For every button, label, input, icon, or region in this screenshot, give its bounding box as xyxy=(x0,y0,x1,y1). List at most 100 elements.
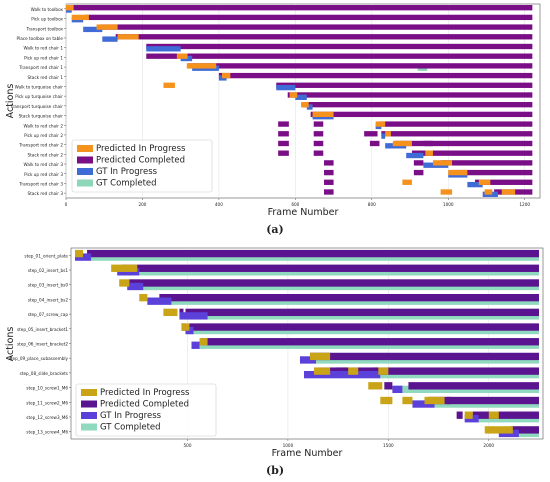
bar-predicted-in-progress-6 xyxy=(199,338,208,346)
bar-predicted-completed-2 xyxy=(129,279,539,287)
x-tick-label-1: 1000 xyxy=(283,443,294,448)
bar-predicted-completed-16 xyxy=(440,160,533,166)
bar-predicted-in-progress-7 xyxy=(310,352,331,361)
y-tick-label-11: step_12_screw3_M6 xyxy=(26,415,68,420)
legend-label-0: Predicted In Progress xyxy=(100,388,190,398)
bar-predicted-in-progress-8 xyxy=(289,92,298,98)
bar-predicted-in-progress-12 xyxy=(380,396,393,405)
bar-predicted-in-progress-2 xyxy=(119,279,130,287)
y-tick-label-15: Stack red chair 2 xyxy=(27,152,63,157)
bar-predicted-completed-5 xyxy=(146,53,533,59)
legend-swatch-0 xyxy=(77,145,93,152)
bar-predicted-in-progress-21 xyxy=(484,189,493,195)
bar-predicted-in-progress-17 xyxy=(484,426,513,434)
y-tick-label-1: step_02_insert_bs1 xyxy=(28,268,68,273)
bar-predicted-in-progress-11 xyxy=(375,121,386,127)
legend-swatch-3 xyxy=(77,179,93,187)
bar-predicted-completed-37 xyxy=(413,169,424,176)
legend-box xyxy=(75,383,217,437)
y-tick-label-6: Transport red chair 1 xyxy=(18,65,63,70)
legend-a: Predicted In Progress Predicted Completed… xyxy=(71,139,213,193)
bar-gt-in-progress-3 xyxy=(147,297,172,305)
y-tick-labels-b: step_01_orient_plate step_02_insert_bs1st… xyxy=(9,253,71,435)
bar-predicted-in-progress-19 xyxy=(402,179,412,185)
bar-predicted-completed-11 xyxy=(310,111,533,118)
x-tick-label-6: 1200 xyxy=(519,202,530,207)
x-tick-labels-a: 0 200 400 600 800 1000 1200 xyxy=(65,198,530,207)
bar-predicted-completed-14 xyxy=(394,140,533,147)
legend-label-3: GT Completed xyxy=(96,179,157,189)
bar-predicted-in-progress-16 xyxy=(488,411,499,419)
y-tick-label-12: Walk to red chair 2 xyxy=(24,123,64,128)
y-tick-label-7: step_09_place_subassembly xyxy=(9,356,69,361)
y-tick-label-8: Walk to turquoise chair xyxy=(15,84,64,89)
bar-predicted-completed-9 xyxy=(287,92,533,98)
bar-gt-in-progress-9 xyxy=(392,385,403,394)
bar-gt-in-progress-10 xyxy=(306,104,313,110)
bar-predicted-completed-23 xyxy=(278,150,289,156)
y-tick-label-0: step_01_orient_plate xyxy=(24,253,68,258)
bar-predicted-in-progress-3 xyxy=(139,293,148,302)
legend-swatch-3 xyxy=(81,423,97,431)
x-tick-labels-b: 500 1000 1500 2000 xyxy=(183,439,494,448)
y-tick-label-2: Transport toolbox xyxy=(26,26,64,31)
legend-swatch-1 xyxy=(77,156,93,164)
y-tick-label-3: Place toolbox on table xyxy=(17,36,64,41)
bar-predicted-in-progress-9 xyxy=(301,102,309,108)
x-tick-label-0: 0 xyxy=(65,202,68,207)
legend-swatch-2 xyxy=(77,168,93,175)
y-tick-label-10: step_11_screw2_M6 xyxy=(26,400,68,405)
bar-predicted-completed-9 xyxy=(408,382,539,390)
bar-predicted-completed-12 xyxy=(379,121,533,127)
bar-predicted-completed-6 xyxy=(188,63,533,69)
y-tick-label-5: step_05_insert_bracket1 xyxy=(17,327,68,332)
bar-predicted-completed-26 xyxy=(313,140,324,147)
bar-predicted-completed-36 xyxy=(413,160,424,166)
bar-predicted-in-progress-10 xyxy=(378,367,389,375)
x-tick-label-4: 800 xyxy=(368,202,376,207)
chart-a: Walk to toolbox Pick up toolbox Transport … xyxy=(5,3,541,218)
y-tick-label-1: Pick up toolbox xyxy=(31,17,63,22)
y-tick-label-12: step_13_screw4_M6 xyxy=(26,430,68,435)
bar-predicted-completed-1 xyxy=(85,14,533,21)
bar-predicted-in-progress-7 xyxy=(163,82,175,88)
bar-predicted-completed-15 xyxy=(417,150,533,156)
bar-predicted-completed-5 xyxy=(189,323,539,331)
legend-swatch-0 xyxy=(81,389,97,396)
legend-label-1: Predicted Completed xyxy=(100,400,189,410)
bar-predicted-completed-4 xyxy=(185,308,539,317)
bar-predicted-completed-21 xyxy=(278,131,289,137)
legend-box xyxy=(71,139,213,193)
bar-predicted-completed-18 xyxy=(446,396,451,405)
y-tick-label-11: Stack turquoise chair xyxy=(19,114,64,119)
legend-swatch-2 xyxy=(81,412,97,419)
x-tick-label-3: 2000 xyxy=(483,443,494,448)
bar-predicted-completed-22 xyxy=(278,140,289,147)
bar-gt-in-progress-7 xyxy=(299,356,317,364)
bar-predicted-in-progress-13 xyxy=(392,140,412,147)
bar-predicted-completed-0 xyxy=(71,5,533,11)
bar-predicted-completed-25 xyxy=(313,131,324,137)
y-tick-label-18: Transport red chair 3 xyxy=(18,181,63,186)
y-axis-label-b: Actions xyxy=(5,327,16,362)
bar-predicted-in-progress-12 xyxy=(385,131,391,137)
legend-label-2: GT In Progress xyxy=(96,167,158,177)
bar-predicted-completed-2 xyxy=(100,24,533,30)
bar-predicted-in-progress-4 xyxy=(176,53,188,59)
bar-predicted-completed-12 xyxy=(510,426,539,434)
bar-predicted-completed-31 xyxy=(324,189,334,195)
x-tick-label-3: 600 xyxy=(291,202,299,207)
bars-a xyxy=(66,5,533,197)
bars-b xyxy=(75,249,539,438)
bar-predicted-in-progress-17 xyxy=(478,179,491,185)
x-axis-label-a: Frame Number xyxy=(268,207,339,218)
y-tick-label-9: Pick up turquoise chair xyxy=(15,94,63,99)
x-tick-label-5: 1000 xyxy=(443,202,454,207)
x-axis-label-b: Frame Number xyxy=(272,448,343,459)
y-tick-label-3: step_04_insert_bs2 xyxy=(28,297,68,302)
bar-predicted-in-progress-18 xyxy=(501,189,516,195)
bar-predicted-completed-10 xyxy=(303,102,533,108)
bar-predicted-in-progress-14 xyxy=(425,150,433,156)
bar-predicted-completed-33 xyxy=(369,140,380,147)
legend-swatch-1 xyxy=(81,400,97,408)
